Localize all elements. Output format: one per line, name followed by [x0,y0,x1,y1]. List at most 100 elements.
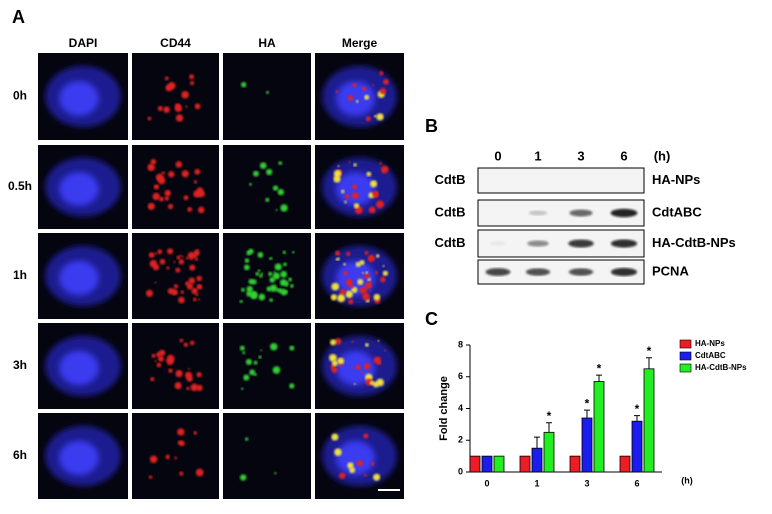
ha-spot [258,355,262,359]
cd44-spot [197,190,205,198]
legend-label: HA-CdtB-NPs [695,363,747,372]
cd44-spot [189,74,195,80]
ha-spot [243,264,250,271]
cd44-spot [183,195,189,201]
cd44-spot [336,257,340,261]
cd44-spot [373,114,377,118]
band [610,239,638,248]
cd44-spot [348,298,354,305]
cd44-spot [352,184,358,190]
cd44-spot [175,267,181,273]
ha-spot [268,271,273,277]
cd44-spot [164,359,167,362]
cd44-spot [339,364,343,368]
cd44-spot [179,338,184,343]
ha-spot [260,349,263,352]
cd44-spot [195,468,204,477]
nucleus [59,260,99,296]
band [489,241,507,246]
cd44-spot [334,448,342,456]
cd44-spot [362,86,367,91]
cd44-spot [364,94,370,100]
cd44-spot [333,169,342,178]
image-background [132,413,219,499]
micrograph [223,413,311,499]
micrograph [315,233,404,319]
cd44-spot [154,359,157,363]
ha-spot [259,162,267,169]
ha-spot [283,262,287,267]
micrograph [315,413,404,499]
cd44-spot [365,271,369,275]
ha-spot [265,90,270,94]
bar [493,455,505,473]
image-background [132,323,219,409]
ha-spot [244,437,249,441]
micrograph [132,53,219,140]
legend-swatch [679,363,692,373]
cd44-spot [372,190,379,197]
ha-spot [277,188,285,196]
cd44-spot [376,378,384,387]
cd44-spot [147,116,152,121]
cd44-spot [379,71,384,76]
nucleus [335,440,376,476]
cd44-spot [164,196,170,201]
ha-spot [260,272,264,276]
cd44-spot [157,105,163,112]
cd44-spot [175,114,184,122]
row-label: 6h [13,448,27,462]
cd44-spot [383,78,389,85]
ha-spot [278,161,283,166]
ha-spot [280,270,288,278]
column-header: CD44 [160,36,191,50]
panel-label: B [425,116,438,136]
blot [477,167,645,194]
cd44-spot [335,250,341,256]
nucleus [59,172,99,206]
legend-label: CdtABC [695,351,726,360]
y-tick-label: 0 [458,466,463,476]
column-header: HA [258,36,276,50]
cd44-spot [343,262,347,266]
cd44-spot [196,275,203,282]
error-bar [584,409,590,419]
panel-c: 0 2 4 6 8 Fold change (h) 0 1 * 3 * * 6 * * HA-NPs CdtABC… [438,339,747,488]
cd44-spot [367,273,370,276]
ha-spot [288,277,293,282]
cd44-spot [177,440,183,445]
band [485,268,511,276]
cd44-spot [362,292,370,301]
band [610,267,638,277]
cd44-spot [343,270,349,276]
cd44-spot [145,289,154,297]
cd44-spot [353,163,357,167]
cd44-spot [363,363,371,370]
cd44-spot [187,251,196,260]
ha-spot [240,387,244,390]
image-background [223,233,311,319]
cd44-spot [330,294,338,301]
cd44-spot [344,200,347,204]
cd44-spot [157,249,163,255]
cd44-spot [189,340,195,346]
cd44-spot [353,203,360,209]
cd44-spot [154,252,158,255]
cd44-spot [376,113,384,121]
significance: * [585,396,590,410]
ha-spot [255,271,260,276]
cd44-spot [357,275,360,278]
cd44-spot [335,90,339,94]
cd44-spot [190,383,199,392]
image-background [223,53,311,140]
cd44-spot [347,462,354,469]
y-axis-label: Fold change [438,376,450,441]
cd44-spot [348,283,354,289]
cd44-spot [337,165,340,168]
cd44-spot [355,364,361,370]
cd44-spot [154,281,157,284]
cd44-spot [369,289,372,293]
ha-spot [240,287,245,292]
ha-spot [272,366,281,374]
y-tick-label: 2 [458,435,463,445]
